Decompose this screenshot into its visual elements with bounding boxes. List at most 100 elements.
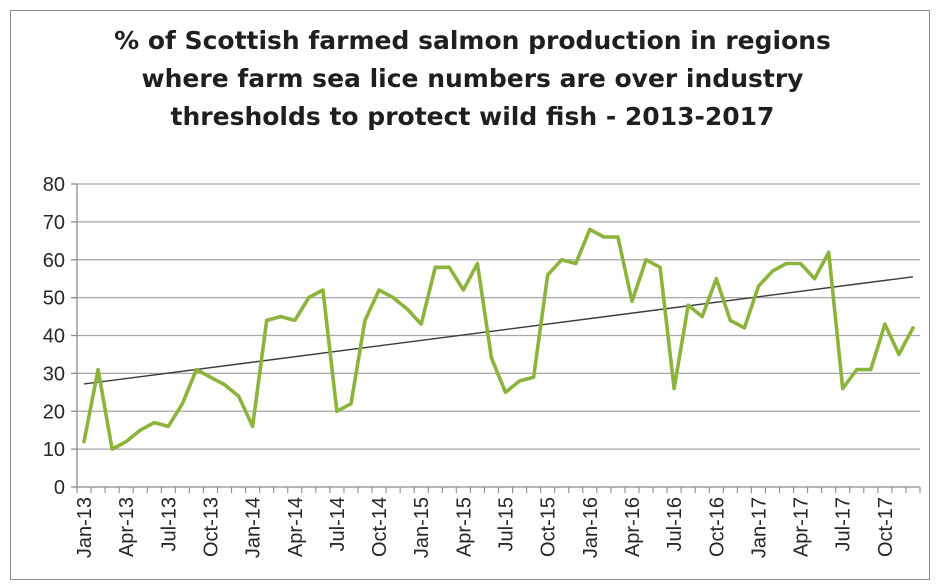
x-tick-label: Apr-17 <box>791 497 813 557</box>
y-tick-label: 10 <box>43 439 65 461</box>
x-tick-label: Oct-13 <box>200 497 222 557</box>
data-point <box>124 439 128 444</box>
data-point <box>475 261 480 266</box>
chart-title-line-3: thresholds to protect wild fish - 2013-2… <box>170 102 775 131</box>
y-tick-label: 50 <box>43 288 65 310</box>
y-tick-label: 60 <box>43 250 65 272</box>
data-point <box>293 318 297 322</box>
data-point <box>447 265 451 269</box>
data-point <box>489 356 494 360</box>
data-point <box>82 439 86 444</box>
data-point <box>96 367 100 372</box>
x-tick-label: Jul-13 <box>158 497 180 551</box>
y-tick-label: 20 <box>43 401 65 423</box>
chart-title: % of Scottish farmed salmon production i… <box>0 22 945 136</box>
data-point <box>208 375 213 379</box>
data-point <box>574 261 578 266</box>
data-point <box>742 326 746 330</box>
data-point <box>630 299 634 304</box>
data-point <box>700 314 704 319</box>
data-point <box>461 288 465 292</box>
x-tick-label: Jul-16 <box>664 497 686 551</box>
data-point <box>588 227 592 232</box>
x-tick-label: Oct-16 <box>706 497 728 557</box>
x-axis: Jan-13 Apr-13 Jul-13 Oct-13 Jan-14 Apr-14 Jul-… <box>74 486 921 558</box>
x-tick-label: Jul-17 <box>833 497 855 551</box>
x-tick-label: Jul-15 <box>496 497 518 551</box>
y-tick-label: 0 <box>54 477 65 499</box>
data-point <box>236 394 241 398</box>
data-point <box>321 288 325 292</box>
data-point <box>560 258 564 262</box>
data-point <box>222 383 227 387</box>
y-tick-label: 70 <box>43 212 65 234</box>
data-point <box>180 402 184 406</box>
data-point <box>335 409 339 413</box>
data-point <box>517 379 522 383</box>
x-tick-label: Jan-15 <box>411 497 433 558</box>
data-point <box>532 375 536 379</box>
data-point <box>405 307 409 311</box>
y-tick-label: 30 <box>43 363 65 385</box>
x-tick-label: Apr-15 <box>453 497 475 557</box>
data-point <box>546 273 550 277</box>
data-point <box>307 296 311 300</box>
data-point <box>658 265 662 269</box>
data-point <box>433 265 437 269</box>
x-tick-label: Jul-14 <box>327 497 349 551</box>
data-point <box>279 314 283 319</box>
x-tick-label: Apr-13 <box>116 497 138 557</box>
data-point <box>166 424 170 428</box>
data-point <box>813 277 817 281</box>
data-point <box>855 367 859 372</box>
data-point <box>265 318 269 322</box>
series-layer <box>82 227 915 451</box>
data-point <box>784 261 789 266</box>
data-point <box>349 402 353 406</box>
data-point <box>602 235 606 239</box>
data-point <box>883 322 887 326</box>
data-point <box>251 424 255 428</box>
data-point <box>841 386 845 391</box>
data-point <box>869 367 873 372</box>
x-tick-label: Apr-16 <box>622 497 644 557</box>
series-line <box>82 227 915 451</box>
data-point <box>419 322 423 326</box>
data-point <box>756 284 761 288</box>
x-tick-label: Apr-14 <box>285 497 307 557</box>
data-point <box>110 447 114 451</box>
grid-lines <box>77 183 920 450</box>
data-point <box>616 235 620 239</box>
data-point <box>644 258 648 262</box>
data-point <box>391 296 395 300</box>
data-point <box>897 352 901 357</box>
y-axis: 0 10 20 30 40 50 60 70 80 <box>43 174 78 499</box>
x-tick-label: Jan-17 <box>748 497 770 558</box>
x-tick-label: Oct-15 <box>538 497 560 557</box>
data-point <box>728 318 732 322</box>
data-point <box>377 288 381 292</box>
data-point <box>714 277 718 281</box>
data-point <box>152 421 156 425</box>
data-point <box>194 367 199 372</box>
data-point <box>363 318 367 322</box>
data-point <box>911 326 915 330</box>
x-tick-label: Jan-14 <box>243 497 265 558</box>
x-tick-label: Oct-14 <box>369 497 391 557</box>
x-tick-label: Jan-13 <box>74 497 96 558</box>
data-point <box>770 269 775 273</box>
chart-title-line-2: where farm sea lice numbers are over ind… <box>141 64 804 93</box>
x-tick-label: Jan-16 <box>580 497 602 558</box>
data-point <box>827 250 831 254</box>
data-point <box>503 390 508 394</box>
data-point <box>798 261 803 266</box>
data-point <box>138 428 142 432</box>
y-tick-label: 40 <box>43 326 65 348</box>
y-tick-label: 80 <box>43 174 65 196</box>
data-point <box>672 386 676 391</box>
data-point <box>686 303 690 307</box>
chart-title-line-1: % of Scottish farmed salmon production i… <box>114 26 831 55</box>
trendline <box>83 276 914 385</box>
x-tick-label: Oct-17 <box>875 497 897 557</box>
